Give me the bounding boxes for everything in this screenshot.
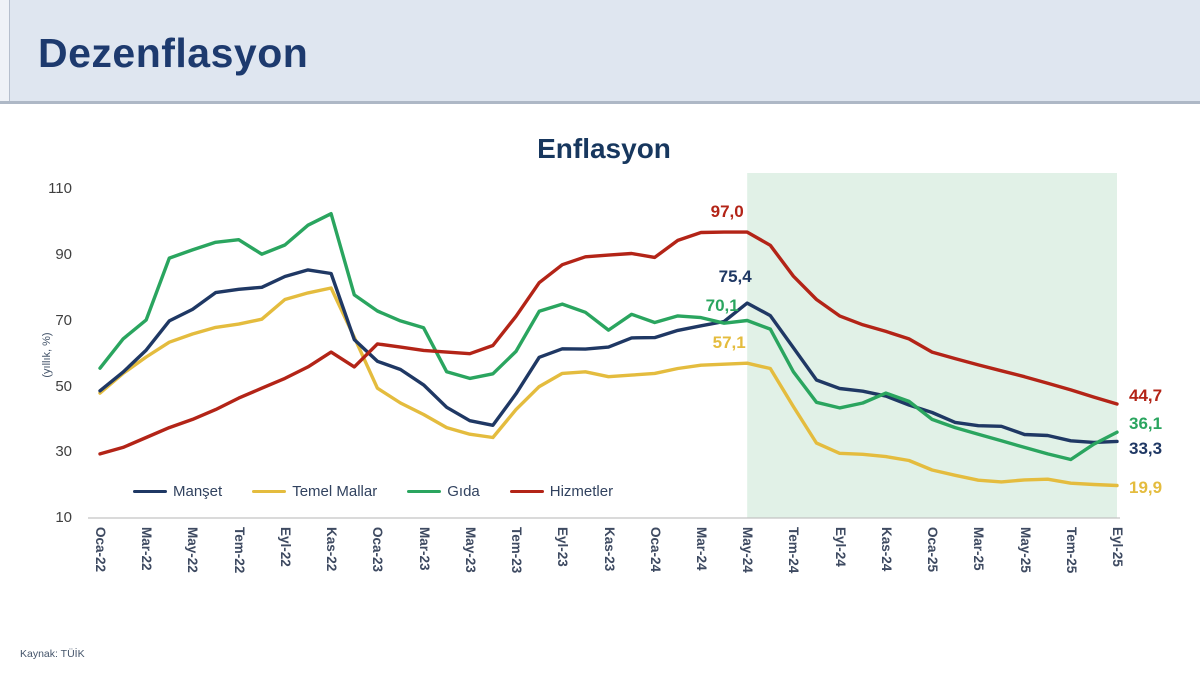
point-label-57-1: 57,1 (712, 333, 746, 353)
x-tick-label: Mar-25 (971, 527, 987, 571)
legend-swatch (407, 489, 442, 494)
x-tick-label: Mar-22 (139, 527, 155, 571)
point-label-33-3: 33,3 (1129, 439, 1163, 459)
legend-swatch (509, 489, 544, 494)
x-tick-label: Mar-24 (693, 527, 709, 571)
series-line-hizmetler (98, 230, 1119, 456)
legend-item-manşet: Manşet (133, 483, 222, 500)
x-tick-label: Kas-22 (324, 527, 340, 572)
series-line-temel-mallar (98, 286, 1119, 488)
point-label-44-7: 44,7 (1129, 385, 1163, 405)
x-tick-label: Eyl-22 (277, 527, 293, 567)
legend-item-gıda: Gıda (407, 483, 480, 500)
y-tick-label: 30 (55, 443, 72, 461)
x-tick-label: Tem-24 (786, 527, 802, 574)
x-tick-label: Oca-24 (647, 527, 663, 573)
series-line-manşet (98, 268, 1119, 445)
series-line-gıda (98, 211, 1119, 462)
x-tick-label: Tem-22 (231, 527, 247, 574)
legend-label: Hizmetler (549, 483, 614, 500)
x-tick-label: Mar-23 (416, 527, 432, 571)
x-tick-label: Eyl-23 (555, 527, 571, 567)
point-label-19-9: 19,9 (1129, 478, 1163, 498)
header-band: Dezenflasyon (0, 0, 1200, 104)
x-tick-label: May-25 (1017, 527, 1033, 573)
legend-label: Gıda (447, 483, 480, 500)
y-tick-label: 90 (55, 246, 72, 264)
y-tick-label: 70 (55, 311, 72, 329)
x-tick-label: Oca-22 (93, 527, 108, 573)
x-tick-label: Kas-23 (601, 527, 617, 572)
legend-item-hizmetler: Hizmetler (509, 483, 614, 500)
x-tick-label: Oca-23 (370, 527, 386, 573)
point-label-75-4: 75,4 (718, 267, 752, 287)
header-left-strip (0, 0, 10, 101)
x-tick-label: May-24 (740, 527, 756, 573)
legend: Manşet Temel Mallar Gıda Hizmetler (133, 483, 613, 500)
y-tick-label: 10 (55, 509, 72, 526)
legend-swatch (133, 489, 167, 494)
point-label-36-1: 36,1 (1129, 414, 1163, 434)
highlight-region (747, 173, 1117, 518)
legend-item-temel-mallar: Temel Mallar (252, 483, 377, 500)
legend-label: Temel Mallar (292, 483, 378, 500)
x-tick-label: Kas-24 (878, 527, 894, 572)
page-title: Dezenflasyon (38, 30, 309, 76)
x-tick-label: May-22 (185, 527, 201, 573)
x-tick-label: May-23 (462, 527, 478, 573)
point-label-70-1: 70,1 (705, 295, 739, 315)
x-tick-label: Eyl-25 (1110, 527, 1125, 567)
y-tick-label: 50 (55, 377, 72, 395)
legend-swatch (252, 489, 287, 494)
x-tick-label: Oca-25 (925, 527, 941, 573)
legend-label: Manşet (173, 483, 223, 500)
x-tick-label: Eyl-24 (832, 527, 848, 567)
source-note: Kaynak: TÜİK (20, 648, 85, 660)
x-tick-label: Tem-25 (1063, 527, 1079, 574)
y-tick-label: 110 (48, 180, 72, 198)
point-label-97-0: 97,0 (710, 202, 744, 222)
chart-title: Enflasyon (537, 133, 671, 164)
x-tick-label: Tem-23 (509, 527, 525, 574)
